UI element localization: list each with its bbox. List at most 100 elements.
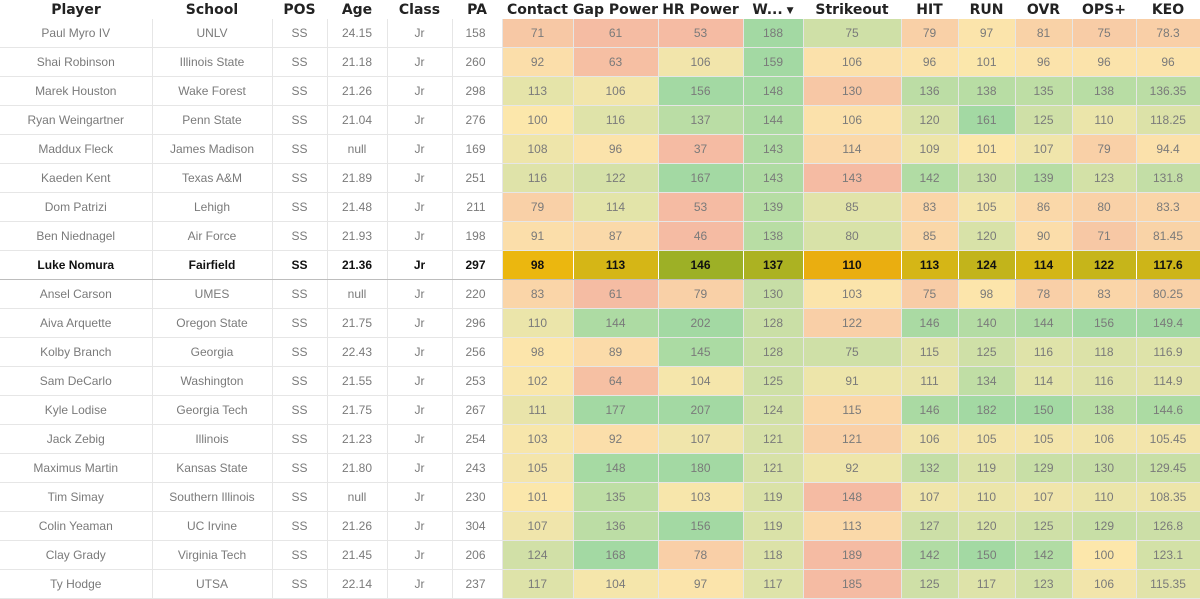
cell-player: Kaeden Kent: [0, 163, 153, 193]
cell-contact: 110: [502, 308, 574, 338]
column-header-contact[interactable]: Contact: [502, 0, 573, 19]
column-header-label: POS: [283, 1, 316, 18]
cell-walk: 119: [743, 511, 804, 541]
cell-k: 91: [803, 366, 902, 396]
column-header-keo[interactable]: KEO: [1136, 0, 1200, 19]
column-header-run[interactable]: RUN: [958, 0, 1015, 19]
column-header-k[interactable]: Strikeout: [803, 0, 901, 19]
cell-hit: 113: [901, 250, 959, 280]
table-row[interactable]: Ansel Carson UMES SS null Jr 220 83 61 79 130 103 7…: [0, 279, 1200, 309]
table-row[interactable]: Sam DeCarlo Washington SS 21.55 Jr 253 102 64 10…: [0, 366, 1200, 396]
cell-class: Jr: [387, 308, 453, 338]
cell-hit: 136: [901, 76, 959, 106]
table-row[interactable]: Maddux Fleck James Madison SS null Jr 169 108 9…: [0, 134, 1200, 164]
cell-walk: 117: [743, 569, 804, 599]
cell-hit: 109: [901, 134, 959, 164]
cell-class: Jr: [387, 134, 453, 164]
cell-hr: 97: [658, 569, 744, 599]
cell-walk: 143: [743, 134, 804, 164]
cell-school: Lehigh: [152, 192, 273, 222]
sort-desc-icon[interactable]: ▼: [786, 5, 794, 16]
cell-ops: 75: [1072, 19, 1137, 48]
column-header-player[interactable]: Player: [0, 0, 152, 19]
table-row[interactable]: Kolby Branch Georgia SS 22.43 Jr 256 98 89 145 12…: [0, 337, 1200, 367]
table-row[interactable]: Tim Simay Southern Illinois SS null Jr 230 101…: [0, 482, 1200, 512]
cell-class: Jr: [387, 163, 453, 193]
column-header-hit[interactable]: HIT: [901, 0, 958, 19]
column-header-label: Gap Power: [573, 1, 658, 18]
cell-run: 120: [958, 511, 1016, 541]
cell-gap: 104: [573, 569, 659, 599]
cell-pa: 256: [452, 337, 503, 367]
table-row[interactable]: Ben Niednagel Air Force SS 21.93 Jr 198 91 87 46…: [0, 221, 1200, 251]
cell-player: Ty Hodge: [0, 569, 153, 599]
table-row[interactable]: Maximus Martin Kansas State SS 21.80 Jr 243 10…: [0, 453, 1200, 483]
column-header-ops[interactable]: OPS+: [1072, 0, 1136, 19]
table-row[interactable]: Shai Robinson Illinois State SS 21.18 Jr 260 9…: [0, 47, 1200, 77]
column-header-ovr[interactable]: OVR: [1015, 0, 1072, 19]
table-row[interactable]: Kyle Lodise Georgia Tech SS 21.75 Jr 267 111 17…: [0, 395, 1200, 425]
cell-k: 130: [803, 76, 902, 106]
table-header: Player School POS Age Class PA Contact Gap Powe…: [0, 0, 1200, 19]
cell-ops: 156: [1072, 308, 1137, 338]
cell-hr: 107: [658, 424, 744, 454]
cell-run: 130: [958, 163, 1016, 193]
cell-keo: 116.9: [1136, 337, 1200, 367]
cell-class: Jr: [387, 395, 453, 425]
column-header-age[interactable]: Age: [327, 0, 387, 19]
cell-pa: 296: [452, 308, 503, 338]
cell-k: 80: [803, 221, 902, 251]
cell-hit: 85: [901, 221, 959, 251]
table-row[interactable]: Colin Yeaman UC Irvine SS 21.26 Jr 304 107 136 1…: [0, 511, 1200, 541]
cell-ops: 110: [1072, 482, 1137, 512]
column-header-pos[interactable]: POS: [272, 0, 327, 19]
table-row[interactable]: Aiva Arquette Oregon State SS 21.75 Jr 296 110…: [0, 308, 1200, 338]
cell-class: Jr: [387, 482, 453, 512]
cell-school: Southern Illinois: [152, 482, 273, 512]
table-row[interactable]: Paul Myro IV UNLV SS 24.15 Jr 158 71 61 53 188 75 7…: [0, 19, 1200, 48]
cell-keo: 118.25: [1136, 105, 1200, 135]
table-row[interactable]: Ty Hodge UTSA SS 22.14 Jr 237 117 104 97 117 185 12…: [0, 569, 1200, 599]
table-row[interactable]: Marek Houston Wake Forest SS 21.26 Jr 298 113 1…: [0, 76, 1200, 106]
cell-contact: 113: [502, 76, 574, 106]
column-header-label: Strikeout: [815, 1, 889, 18]
cell-class: Jr: [387, 337, 453, 367]
cell-school: Kansas State: [152, 453, 273, 483]
column-header-hr[interactable]: HR Power: [658, 0, 743, 19]
cell-hit: 142: [901, 540, 959, 570]
cell-age: 24.15: [327, 19, 388, 48]
cell-walk: 188: [743, 19, 804, 48]
column-header-walk[interactable]: W... ▼: [743, 0, 803, 19]
cell-age: 21.45: [327, 540, 388, 570]
cell-gap: 177: [573, 395, 659, 425]
column-header-label: W...: [752, 1, 783, 18]
cell-gap: 135: [573, 482, 659, 512]
table-row[interactable]: Dom Patrizi Lehigh SS 21.48 Jr 211 79 114 53 139 8…: [0, 192, 1200, 222]
cell-pa: 251: [452, 163, 503, 193]
column-header-school[interactable]: School: [152, 0, 272, 19]
cell-ovr: 150: [1015, 395, 1073, 425]
cell-ovr: 86: [1015, 192, 1073, 222]
cell-pos: SS: [272, 250, 328, 280]
column-header-label: HIT: [916, 1, 943, 18]
table-row[interactable]: Kaeden Kent Texas A&M SS 21.89 Jr 251 116 122 16…: [0, 163, 1200, 193]
cell-run: 97: [958, 19, 1016, 48]
column-header-pa[interactable]: PA: [452, 0, 502, 19]
table-row-highlighted[interactable]: Luke Nomura Fairfield SS 21.36 Jr 297 98 113 146…: [0, 250, 1200, 280]
cell-hit: 132: [901, 453, 959, 483]
cell-pa: 267: [452, 395, 503, 425]
cell-pa: 254: [452, 424, 503, 454]
cell-age: 21.75: [327, 395, 388, 425]
cell-keo: 83.3: [1136, 192, 1200, 222]
cell-gap: 136: [573, 511, 659, 541]
table-row[interactable]: Ryan Weingartner Penn State SS 21.04 Jr 276 10…: [0, 105, 1200, 135]
table-row[interactable]: Jack Zebig Illinois SS 21.23 Jr 254 103 92 107 12…: [0, 424, 1200, 454]
cell-walk: 128: [743, 337, 804, 367]
cell-ovr: 78: [1015, 279, 1073, 309]
column-header-class[interactable]: Class: [387, 0, 452, 19]
table-row[interactable]: Clay Grady Virginia Tech SS 21.45 Jr 206 124 16…: [0, 540, 1200, 570]
cell-ops: 100: [1072, 540, 1137, 570]
cell-k: 85: [803, 192, 902, 222]
cell-ovr: 90: [1015, 221, 1073, 251]
column-header-gap[interactable]: Gap Power: [573, 0, 658, 19]
